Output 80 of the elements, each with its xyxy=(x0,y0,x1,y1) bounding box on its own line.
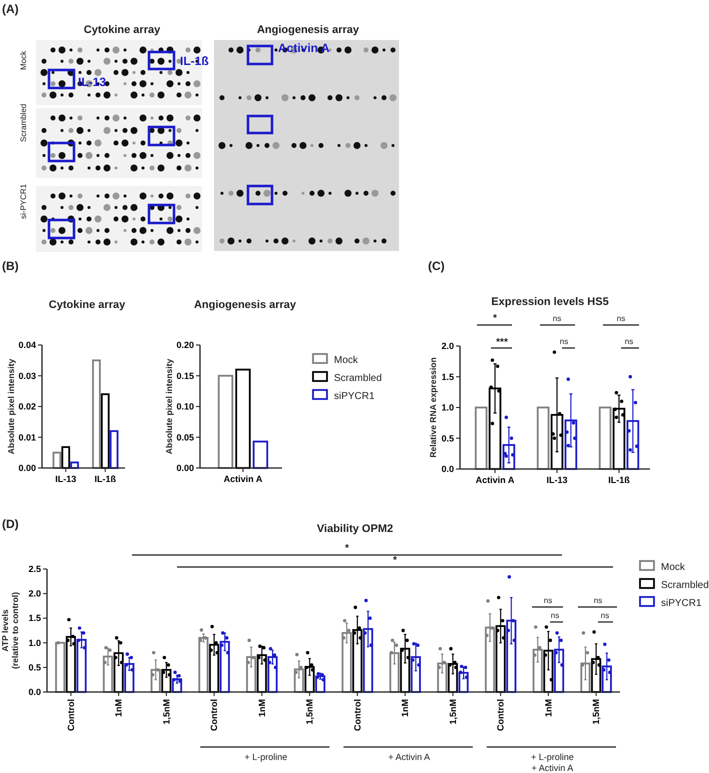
annotation: ns xyxy=(600,611,610,620)
y-tick-label: 0.01 xyxy=(18,432,36,442)
x-tick-label: 1nM xyxy=(400,699,410,717)
x-tick-label: 1nM xyxy=(114,699,124,717)
chart-title: Cytokine array xyxy=(48,299,126,311)
y-tick-label: 0.00 xyxy=(18,463,36,473)
x-tick-label: 1,5nM xyxy=(591,699,602,725)
text: (A) xyxy=(2,2,19,16)
y-tick-label: 0.0 xyxy=(28,687,41,697)
annotation: ns xyxy=(544,596,552,605)
x-tick-label: 1,5nM xyxy=(304,699,315,725)
x-axis-title: + L-proline + Activin A xyxy=(530,752,574,773)
y-tick-label: 0.20 xyxy=(176,340,194,350)
x-tick-label: Activin A xyxy=(224,474,263,484)
x-axis-title: + Activin A xyxy=(388,752,430,762)
text: * xyxy=(393,555,398,566)
y-tick-label: 1.0 xyxy=(441,402,454,412)
annotation: ns xyxy=(594,596,602,605)
text: Angiogenesis array xyxy=(256,24,360,36)
text: ns xyxy=(616,314,626,323)
text: (B) xyxy=(2,259,19,273)
x-tick-label: IL-1ß xyxy=(608,475,630,485)
legend-label: siPYCR1 xyxy=(661,598,702,609)
text: Activin A xyxy=(278,41,330,55)
text: si-PYCR1 xyxy=(19,183,28,219)
legend-label: Mock xyxy=(661,562,686,573)
x-tick-label: Control xyxy=(66,699,76,731)
x-tick-label: Control xyxy=(496,699,506,731)
chart-title: Expression levels HS5 xyxy=(491,296,609,308)
text: (C) xyxy=(428,259,445,273)
x-axis-title: + L-proline xyxy=(244,752,288,762)
y-axis-title: Relative RNA expression xyxy=(428,357,438,458)
x-tick-label: 1nM xyxy=(543,699,554,717)
x-tick-label: Control xyxy=(352,699,362,731)
legend-label: Scrambled xyxy=(334,373,382,384)
annotation: *** xyxy=(496,337,508,348)
y-tick-label: 0.0 xyxy=(441,464,454,474)
annotation: ns xyxy=(550,611,560,620)
legend-label: Scrambled xyxy=(661,580,709,591)
text: Mock xyxy=(19,50,28,70)
text: Cytokine array xyxy=(84,24,162,36)
text: * xyxy=(345,543,350,554)
y-tick-label: 0.10 xyxy=(176,402,194,412)
y-axis-title: Absolute pixel intensity xyxy=(164,358,174,454)
legend-label: siPYCR1 xyxy=(334,391,376,402)
x-tick-label: IL-13 xyxy=(546,475,568,485)
text: ns xyxy=(552,314,562,323)
annotation: ns xyxy=(624,337,634,346)
y-tick-label: 1.5 xyxy=(28,613,41,624)
x-tick-label: IL-13 xyxy=(55,474,76,484)
y-tick-label: 0.5 xyxy=(441,433,454,444)
y-axis-title: Absolute pixel intensity xyxy=(6,358,16,454)
text: Viability OPM2 xyxy=(316,523,394,535)
y-tick-label: 1.0 xyxy=(28,638,41,648)
y-tick-label: 0.5 xyxy=(28,662,41,672)
x-tick-label: Control xyxy=(209,699,220,731)
x-tick-label: Activin A xyxy=(476,475,515,485)
y-tick-label: 0.05 xyxy=(176,432,194,442)
text: IL-13 xyxy=(78,75,106,89)
text: (D) xyxy=(2,517,19,531)
legend-label: Mock xyxy=(334,355,359,366)
y-tick-label: 0.00 xyxy=(176,463,194,473)
y-axis-title: ATP levels (relative to control) xyxy=(0,592,20,669)
x-tick-label: 1nM xyxy=(256,699,267,717)
x-tick-label: 1,5nM xyxy=(161,699,172,725)
x-tick-label: IL-1ß xyxy=(94,474,116,484)
x-tick-label: 1,5nM xyxy=(448,699,458,725)
y-tick-label: 2.0 xyxy=(441,341,454,351)
y-tick-label: 0.04 xyxy=(18,340,36,350)
y-tick-label: 0.15 xyxy=(176,370,194,381)
y-tick-label: 2.0 xyxy=(28,588,41,599)
chart-title: Angiogenesis array xyxy=(194,299,297,311)
text: * xyxy=(493,313,498,324)
y-tick-label: 0.03 xyxy=(18,370,36,381)
text: IL-1ß xyxy=(180,54,209,68)
annotation: ns xyxy=(560,337,568,346)
y-tick-label: 0.02 xyxy=(18,402,36,412)
y-tick-label: 2.5 xyxy=(28,564,41,574)
y-tick-label: 1.5 xyxy=(441,372,454,382)
text: Scrambled xyxy=(19,104,28,142)
